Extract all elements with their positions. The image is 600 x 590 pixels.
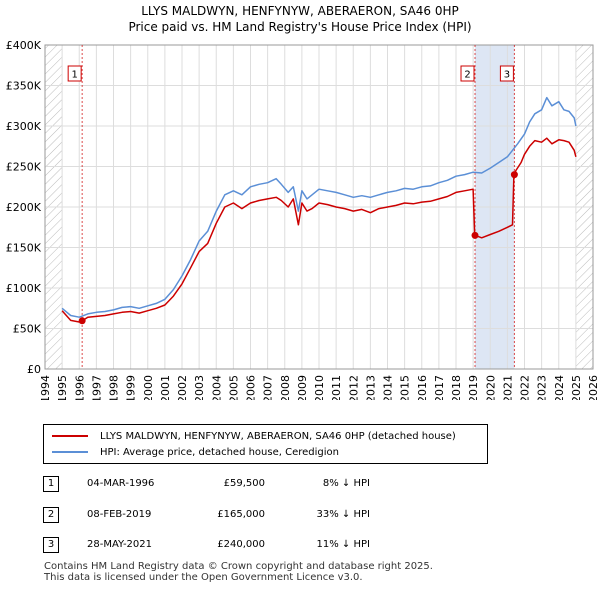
sale-date: 08-FEB-2019 bbox=[87, 509, 152, 520]
x-tick-label: 2011 bbox=[330, 375, 343, 400]
x-tick-label: 2026 bbox=[587, 375, 600, 400]
sale-price: £165,000 bbox=[217, 509, 265, 520]
legend-red-line bbox=[52, 435, 88, 437]
x-tick-label: 1997 bbox=[90, 375, 103, 400]
x-tick-label: 2022 bbox=[519, 375, 532, 400]
legend: LLYS MALDWYN, HENFYNYW, ABERAERON, SA46 … bbox=[43, 424, 488, 464]
x-tick-label: 2009 bbox=[296, 375, 309, 400]
y-tick-label: £0 bbox=[27, 363, 41, 376]
footer: Contains HM Land Registry data © Crown c… bbox=[44, 561, 433, 583]
x-tick-label: 2024 bbox=[553, 375, 566, 400]
sale-1-label-box bbox=[67, 65, 82, 82]
sale-date: 28-MAY-2021 bbox=[87, 539, 153, 550]
chart-title-line1: LLYS MALDWYN, HENFYNYW, ABERAERON, SA46 … bbox=[141, 4, 459, 18]
sale-row-1: 1 04-MAR-1996 £59,500 8% ↓ HPI bbox=[0, 476, 600, 494]
sale-1-label: 1 bbox=[71, 70, 77, 81]
x-tick-label: 2007 bbox=[262, 375, 275, 400]
sale-price: £240,000 bbox=[217, 539, 265, 550]
x-tick-label: 2020 bbox=[484, 375, 497, 400]
x-tick-label: 2003 bbox=[193, 375, 206, 400]
x-tick-label: 1999 bbox=[125, 375, 138, 400]
x-tick-label: 2010 bbox=[313, 375, 326, 400]
plot-border bbox=[44, 44, 594, 370]
x-tick-label: 2023 bbox=[536, 375, 549, 400]
sale-3-label: 3 bbox=[504, 70, 510, 81]
sale-3-point bbox=[510, 171, 518, 179]
sale-price: £59,500 bbox=[223, 478, 265, 489]
sale-2-label-box bbox=[460, 65, 475, 82]
sale-row-2: 2 08-FEB-2019 £165,000 33% ↓ HPI bbox=[0, 507, 600, 525]
sale-row-3: 3 28-MAY-2021 £240,000 11% ↓ HPI bbox=[0, 537, 600, 555]
sale-date: 04-MAR-1996 bbox=[87, 478, 155, 489]
price-chart: £0 £50K £100K £150K £200K £250K £300K £350K £400… bbox=[6, 39, 600, 400]
sale-hpi-diff: 8% ↓ HPI bbox=[322, 478, 370, 489]
x-tick-label: 2004 bbox=[210, 375, 223, 400]
y-tick-label: £100K bbox=[6, 282, 42, 295]
y-tick-label: £250K bbox=[6, 161, 42, 174]
x-tick-label: 2014 bbox=[382, 375, 395, 400]
x-tick-label: 2021 bbox=[501, 375, 514, 400]
x-tick-label: 2017 bbox=[433, 375, 446, 400]
legend-item-property: LLYS MALDWYN, HENFYNYW, ABERAERON, SA46 … bbox=[52, 429, 456, 443]
y-tick-label: £350K bbox=[6, 80, 42, 93]
hpi-line bbox=[61, 96, 577, 318]
x-tick-label: 2025 bbox=[570, 375, 583, 400]
x-tick-label: 2019 bbox=[467, 375, 480, 400]
x-tick-label: 2002 bbox=[176, 375, 189, 400]
legend-property-label: LLYS MALDWYN, HENFYNYW, ABERAERON, SA46 … bbox=[100, 430, 456, 442]
sale-1-point bbox=[78, 317, 86, 325]
x-tick-label: 1996 bbox=[73, 375, 86, 400]
x-tick-label: 2015 bbox=[399, 375, 412, 400]
sale-hpi-diff: 11% ↓ HPI bbox=[316, 539, 370, 550]
sale-marker: 2 bbox=[43, 507, 59, 523]
legend-blue-line bbox=[52, 451, 88, 453]
y-tick-label: £400K bbox=[6, 39, 42, 52]
sale-2-label: 2 bbox=[464, 70, 470, 81]
x-tick-label: 2018 bbox=[450, 375, 463, 400]
sale-2-point bbox=[471, 231, 479, 239]
x-tick-label: 2005 bbox=[227, 375, 240, 400]
x-tick-label: 2001 bbox=[159, 375, 172, 400]
legend-hpi-label: HPI: Average price, detached house, Cere… bbox=[100, 446, 339, 458]
y-tick-label: £300K bbox=[6, 120, 42, 133]
y-tick-label: £50K bbox=[13, 323, 42, 336]
x-tick-label: 1994 bbox=[39, 375, 52, 400]
x-tick-label: 2012 bbox=[347, 375, 360, 400]
footer-copyright: Contains HM Land Registry data © Crown c… bbox=[44, 561, 433, 572]
sale-hpi-diff: 33% ↓ HPI bbox=[316, 509, 370, 520]
x-tick-label: 2000 bbox=[142, 375, 155, 400]
x-tick-label: 2013 bbox=[364, 375, 377, 400]
y-tick-label: £150K bbox=[6, 242, 42, 255]
x-tick-label: 1995 bbox=[56, 375, 69, 400]
x-tick-label: 2008 bbox=[279, 375, 292, 400]
legend-item-hpi: HPI: Average price, detached house, Cere… bbox=[52, 445, 339, 459]
sale-3-label-box bbox=[499, 65, 514, 82]
x-tick-label: 1998 bbox=[108, 375, 121, 400]
x-tick-label: 2006 bbox=[245, 375, 258, 400]
footer-licence: This data is licensed under the Open Gov… bbox=[44, 572, 363, 583]
y-tick-label: £200K bbox=[6, 201, 42, 214]
x-tick-label: 2016 bbox=[416, 375, 429, 400]
chart-title-line2: Price paid vs. HM Land Registry's House … bbox=[128, 20, 472, 34]
sale-marker: 3 bbox=[43, 537, 59, 553]
sale-marker: 1 bbox=[43, 476, 59, 492]
